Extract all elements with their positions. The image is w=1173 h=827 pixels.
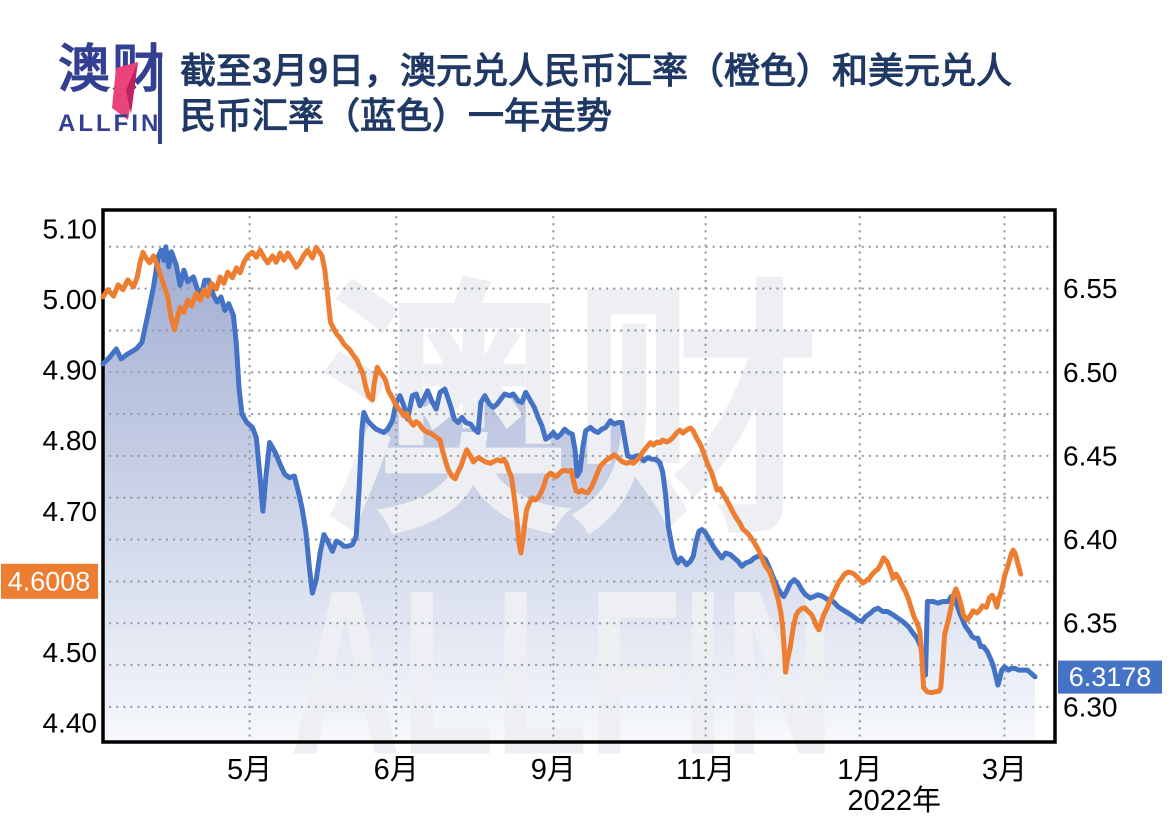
- logo-pink-ribbon-icon: [112, 62, 138, 120]
- chart-title-line2: 民币汇率（蓝色）一年走势: [180, 95, 613, 136]
- left-axis-tick-label: 5.00: [43, 284, 98, 315]
- left-axis-tick-label: 4.50: [43, 637, 98, 668]
- right-axis-tick-label: 6.40: [1063, 524, 1118, 555]
- x-axis-tick-label: 6月: [374, 754, 419, 786]
- chart-title: 截至3月9日，澳元兑人民币汇率（橙色）和美元兑人 民币汇率（蓝色）一年走势: [180, 48, 1140, 138]
- aud-cny-line: [100, 244, 1024, 696]
- aud-current-value-label: 4.6008: [8, 566, 91, 596]
- chart-title-line1: 截至3月9日，澳元兑人民币汇率（橙色）和美元兑人: [180, 50, 1013, 91]
- left-axis-tick-label: 4.90: [43, 355, 98, 386]
- right-axis-tick-label: 6.45: [1063, 440, 1118, 471]
- right-axis-tick-label: 6.50: [1063, 357, 1118, 388]
- usd-current-value-label: 6.3178: [1069, 662, 1152, 692]
- right-axis-tick-label: 6.30: [1063, 691, 1118, 722]
- year-label: 2022年: [848, 784, 942, 817]
- usd-cny-line: [100, 244, 1038, 688]
- header: 澳财 ALLFIN 截至3月9日，澳元兑人民币汇率（橙色）和美元兑人 民币汇率（…: [0, 0, 1173, 180]
- plot-border: [101, 208, 1057, 744]
- right-axis-tick-label: 6.55: [1063, 273, 1118, 304]
- x-axis-tick-label: 3月: [982, 754, 1027, 786]
- left-axis-tick-label: 4.40: [43, 707, 98, 738]
- x-axis-tick-label: 11月: [676, 754, 735, 786]
- header-divider: [158, 57, 162, 144]
- usd-cny-area: [103, 246, 1035, 743]
- usd-current-value-badge: [1058, 660, 1162, 694]
- watermark-en: ALLFIN: [290, 541, 835, 804]
- x-axis-tick-label: 1月: [837, 754, 882, 786]
- allfin-logo-zh: 澳财: [58, 41, 167, 99]
- allfin-logo-en: ALLFIN: [58, 110, 162, 137]
- left-axis-tick-label: 4.70: [43, 496, 98, 527]
- right-axis-tick-label: 6.35: [1063, 608, 1118, 639]
- x-axis-tick-label: 9月: [531, 754, 576, 786]
- aud-current-value-badge: [1, 563, 98, 599]
- left-axis-tick-label: 4.80: [43, 425, 98, 456]
- left-axis-tick-label: 5.10: [43, 214, 98, 245]
- x-axis-tick-label: 5月: [227, 754, 272, 786]
